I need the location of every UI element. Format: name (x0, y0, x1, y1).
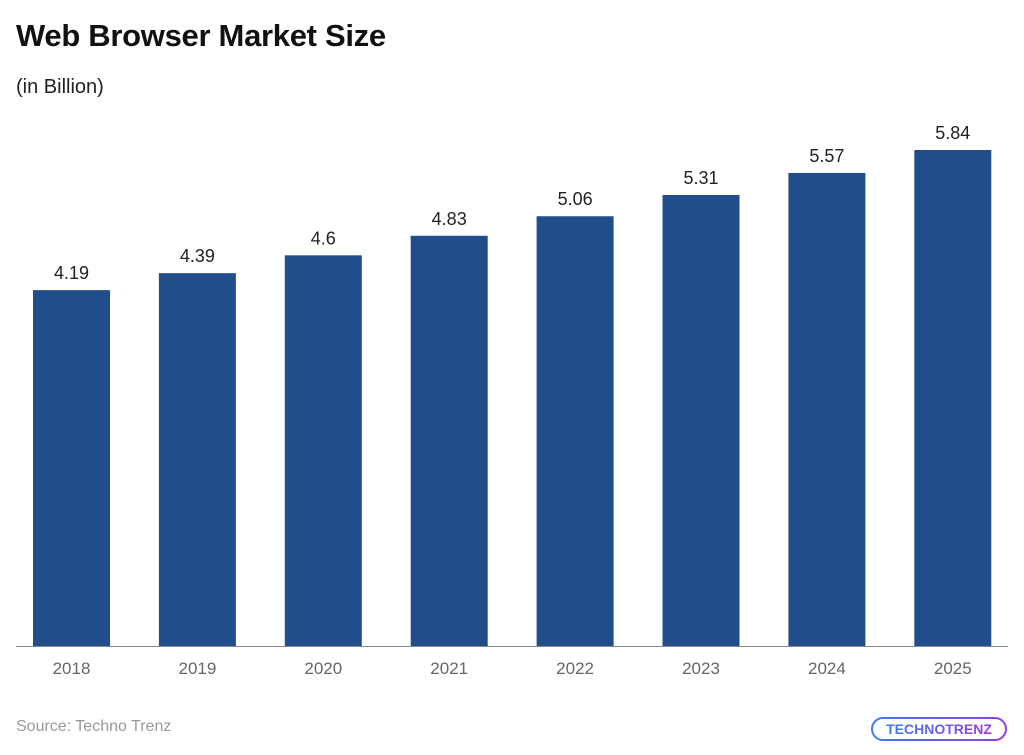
technotrenz-logo: TECHNOTRENZ (871, 717, 1007, 741)
bar-2025 (914, 150, 992, 646)
bar-2019 (158, 273, 236, 646)
x-tick-label-2019: 2019 (178, 659, 216, 678)
data-label-2023: 5.31 (683, 168, 718, 188)
data-label-2020: 4.6 (311, 228, 336, 248)
bar-2018 (33, 290, 110, 646)
bar-2023 (662, 195, 740, 646)
data-label-2021: 4.83 (432, 209, 467, 229)
bar-2020 (284, 255, 362, 646)
x-tick-label-2023: 2023 (682, 659, 720, 678)
bar-chart: 4.19 2018 4.39 2019 4.6 2020 4.83 2021 5.06 2022 5… (16, 123, 1008, 678)
chart-title: Web Browser Market Size (16, 18, 386, 53)
svg-text:TECHNOTRENZ: TECHNOTRENZ (886, 721, 992, 737)
bar-2021 (410, 235, 488, 646)
bar-2022 (536, 216, 614, 646)
x-tick-label-2024: 2024 (808, 659, 846, 678)
x-tick-label-2021: 2021 (430, 659, 468, 678)
x-tick-label-2022: 2022 (556, 659, 594, 678)
data-label-2022: 5.06 (558, 189, 593, 209)
data-label-2025: 5.84 (935, 123, 970, 143)
x-tick-label-2020: 2020 (304, 659, 342, 678)
x-tick-label-2025: 2025 (934, 659, 972, 678)
source-text: Source: Techno Trenz (16, 718, 172, 735)
bar-2024 (788, 172, 866, 646)
data-label-2018: 4.19 (54, 263, 89, 283)
x-tick-label-2018: 2018 (53, 659, 91, 678)
data-label-2024: 5.57 (809, 146, 844, 166)
chart-subtitle: (in Billion) (16, 76, 104, 98)
data-label-2019: 4.39 (180, 246, 215, 266)
